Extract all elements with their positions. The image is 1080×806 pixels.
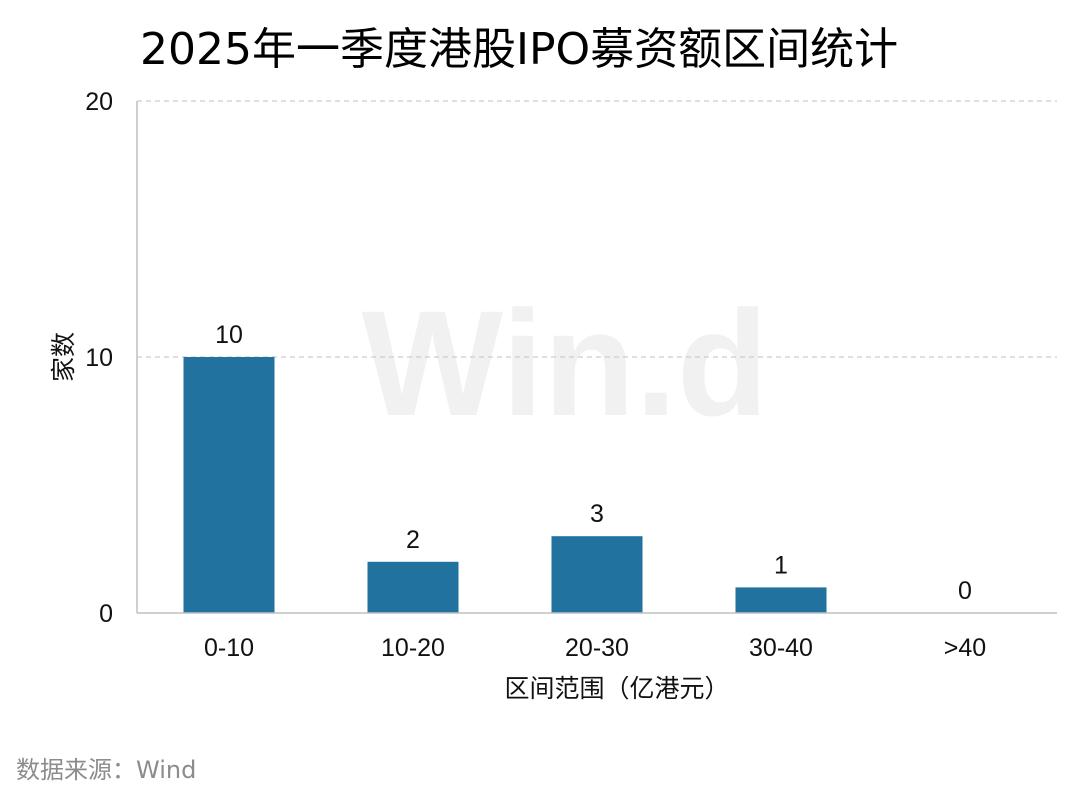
data-label: 1 [774, 551, 788, 579]
axes [136, 101, 1057, 614]
y-axis-title: 家数 [49, 332, 78, 382]
bars [183, 357, 827, 613]
bar-0-10 [183, 357, 275, 613]
bar-10-20 [367, 561, 459, 613]
gridlines [137, 100, 1057, 358]
x-tick-label: 30-40 [749, 634, 813, 662]
x-tick-label: 10-20 [381, 634, 445, 662]
bar-20-30 [551, 536, 643, 613]
y-tick-label: 10 [85, 344, 113, 372]
data-label: 2 [406, 526, 420, 554]
y-tick-label: 0 [99, 600, 113, 628]
source-note: 数据来源：Wind [16, 756, 197, 784]
data-label: 3 [590, 500, 604, 528]
watermark-logo: Win.d [362, 279, 769, 447]
data-label: 0 [958, 577, 972, 605]
chart-title: 2025年一季度港股IPO募资额区间统计 [140, 24, 899, 75]
bar-30-40 [735, 587, 827, 613]
y-tick-label: 20 [85, 88, 113, 116]
x-tick-label: >40 [944, 634, 986, 662]
labels: 0 10 20 10 0-10 2 10-20 3 20-30 1 30-40 0 >40 区间范围（亿港… [49, 88, 986, 703]
x-tick-label: 20-30 [565, 634, 629, 662]
x-axis-title: 区间范围（亿港元） [504, 674, 729, 703]
x-tick-label: 0-10 [204, 634, 254, 662]
data-label: 10 [215, 321, 243, 349]
